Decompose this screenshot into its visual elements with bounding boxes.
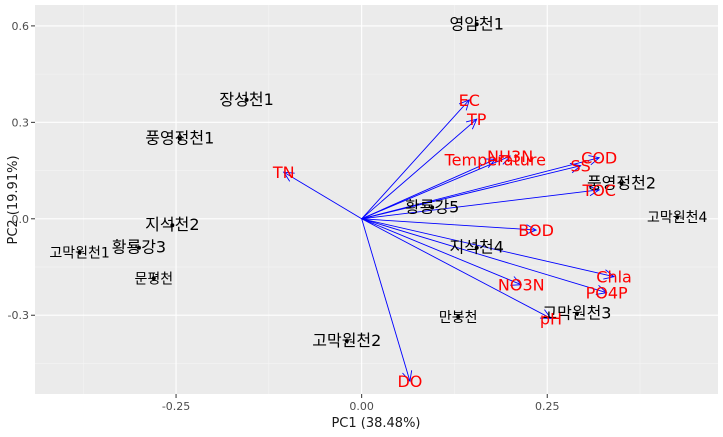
site-point: [675, 215, 680, 220]
loading-arrow: [361, 155, 511, 220]
site-points: 영암천1 장성천1 풍영정천1 지석천2 고막원천1 황룡강3 문평천 황룡강5 지석천4 풍영정…: [49, 14, 707, 350]
y-tick-label: -0.3: [8, 309, 29, 322]
site-point: [619, 181, 624, 186]
arrow-head: [588, 185, 601, 197]
y-tick-label: 0.3: [12, 116, 30, 129]
site-point: [430, 205, 435, 210]
site-label: 풍영정천2: [587, 173, 656, 192]
x-tick-label: 0.00: [349, 400, 374, 413]
site-point: [574, 311, 579, 316]
site-point: [151, 276, 156, 281]
loading-arrow: [361, 99, 470, 220]
loading-label: NH3N: [487, 147, 533, 166]
loading-arrow: [361, 165, 581, 220]
loading-arrow: [361, 118, 478, 220]
x-tick-label: -0.25: [162, 400, 190, 413]
y-axis-ticks: -0.3 0.0 0.3 0.6: [8, 20, 35, 322]
loading-arrow: [361, 218, 552, 319]
loading-label: EC: [459, 91, 480, 110]
loading-label: TP: [466, 110, 487, 129]
loading-label: DO: [397, 372, 422, 391]
loading-label: Temperature: [444, 150, 546, 169]
loading-label: TN: [272, 163, 295, 182]
loading-label: SS: [571, 157, 591, 176]
site-point: [177, 136, 182, 141]
site-label: 황룡강5: [405, 198, 459, 217]
loading-label: pH: [540, 309, 562, 328]
arrow-head: [603, 269, 616, 280]
loading-label: TOC: [581, 181, 616, 200]
site-label: 만봉천: [439, 310, 478, 326]
x-axis-ticks: -0.25 0.00 0.25: [162, 394, 560, 413]
arrow-head: [402, 370, 413, 383]
y-tick-label: 0.6: [12, 20, 30, 33]
loading-label: PO4P: [586, 284, 628, 303]
site-label: 풍영정천1: [145, 128, 214, 147]
loading-arrow: [361, 157, 600, 220]
site-point: [136, 245, 141, 250]
arrow-head: [499, 155, 512, 165]
plot-panel: [35, 5, 718, 394]
site-label: 장성천1: [219, 90, 273, 109]
site-label: 지석천4: [450, 238, 504, 257]
loading-arrow: [361, 218, 615, 278]
site-point: [474, 245, 479, 250]
loading-label: BOD: [518, 221, 554, 240]
loading-arrow: [361, 218, 522, 286]
site-label: 고막원천4: [647, 210, 708, 226]
y-axis-title: PC2 (19.91%): [6, 155, 21, 244]
loading-arrow: [283, 171, 362, 220]
site-label: 고막원천1: [49, 246, 109, 262]
arrow-head: [569, 162, 582, 174]
x-axis-title: PC1 (38.48%): [331, 416, 420, 431]
arrow-head: [465, 118, 478, 130]
arrow-head: [458, 99, 470, 111]
loading-arrow: [361, 158, 496, 220]
site-label: 고막원천3: [542, 304, 611, 323]
site-point: [77, 250, 82, 255]
loading-arrow: [361, 189, 600, 220]
arrow-head: [539, 309, 552, 319]
site-label: 지석천2: [145, 215, 199, 234]
site-point: [474, 22, 479, 27]
arrow-head: [510, 276, 523, 286]
site-label: 문평천: [134, 271, 173, 287]
loading-arrows: [282, 99, 616, 383]
arrow-head: [588, 155, 601, 166]
loading-label: NO3N: [498, 276, 545, 295]
x-tick-label: 0.25: [535, 400, 560, 413]
site-label: 황룡강3: [112, 238, 166, 257]
arrow-head: [282, 171, 295, 182]
arrow-head: [484, 158, 497, 169]
loading-arrow: [361, 218, 537, 231]
site-point: [244, 97, 249, 102]
site-point: [456, 314, 461, 319]
y-tick-label: 0.0: [12, 213, 30, 226]
site-point: [170, 223, 175, 228]
loading-label: COD: [581, 149, 617, 168]
loading-arrow: [361, 218, 411, 382]
site-label: 영암천1: [450, 14, 504, 33]
loading-arrow: [361, 218, 607, 294]
loading-label: Chla: [596, 268, 632, 287]
grid-lines: [35, 5, 718, 394]
arrow-head: [525, 224, 538, 235]
arrow-head: [595, 284, 608, 295]
site-point: [344, 338, 349, 343]
site-label: 고막원천2: [312, 331, 381, 350]
